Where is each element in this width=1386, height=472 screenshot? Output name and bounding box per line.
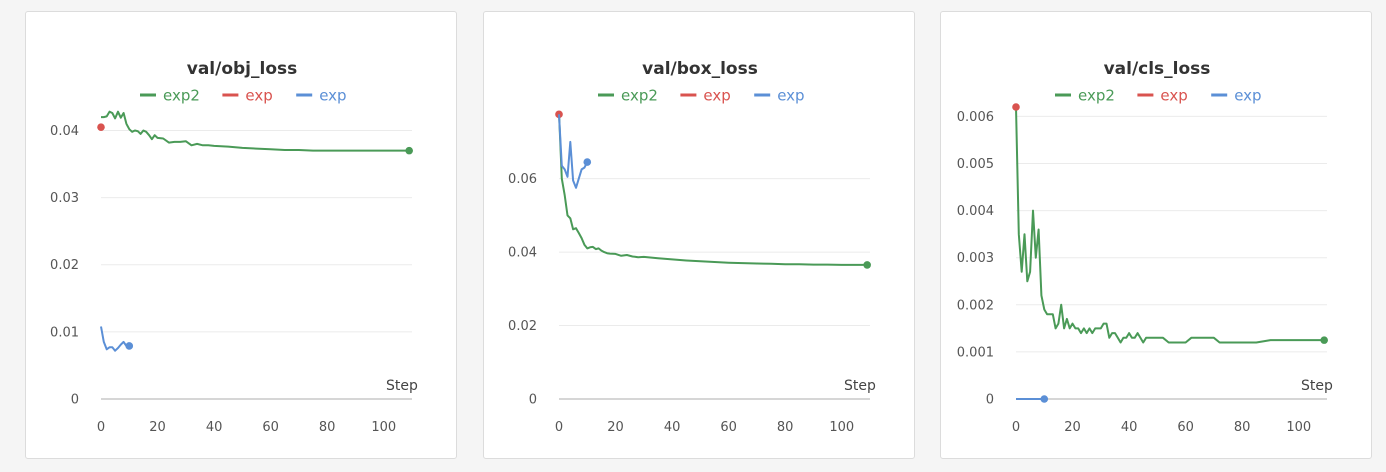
- y-tick-label: 0.04: [508, 246, 537, 261]
- x-tick-label: 60: [720, 420, 737, 435]
- legend-item[interactable]: exp2: [140, 87, 200, 105]
- x-tick-label: 0: [97, 420, 105, 435]
- series-line[interactable]: [1015, 106, 1325, 344]
- legend-label: exp: [703, 87, 730, 105]
- y-tick-label: 0: [71, 393, 79, 408]
- series-line[interactable]: [100, 326, 130, 352]
- chart-panel-box-loss: val/box_loss exp2 exp exp 0 0.02 0.04 0.06 0 20 40…: [483, 11, 915, 459]
- y-tick-label: 0.02: [50, 258, 79, 273]
- series-end-point[interactable]: [863, 261, 871, 269]
- y-tick-label: 0.002: [957, 298, 994, 313]
- chart-title: val/cls_loss: [1104, 59, 1211, 79]
- legend-item[interactable]: exp: [296, 87, 347, 105]
- x-tick-label: 100: [1286, 420, 1311, 435]
- series-end-point[interactable]: [1012, 103, 1020, 111]
- x-tick-label: 60: [262, 420, 279, 435]
- legend-item[interactable]: exp2: [598, 87, 658, 105]
- legend-item[interactable]: exp2: [1055, 87, 1115, 105]
- y-tick-label: 0: [529, 393, 537, 408]
- y-tick-label: 0.06: [508, 172, 537, 187]
- legend-label: exp: [1234, 87, 1261, 105]
- legend-label: exp: [1160, 87, 1187, 105]
- x-axis-label: Step: [844, 378, 876, 394]
- x-tick-label: 40: [664, 420, 681, 435]
- legend-item[interactable]: exp: [1211, 87, 1262, 105]
- legend-item[interactable]: exp: [222, 87, 273, 105]
- x-tick-label: 100: [371, 420, 396, 435]
- x-axis-label: Step: [386, 378, 418, 394]
- series-end-point[interactable]: [405, 146, 413, 155]
- series-end-point[interactable]: [1320, 336, 1328, 344]
- legend-label: exp2: [621, 87, 658, 105]
- y-tick-label: 0.02: [508, 319, 537, 334]
- y-tick-label: 0.004: [957, 204, 994, 219]
- y-tick-label: 0.001: [957, 345, 994, 360]
- legend-label: exp: [777, 87, 804, 105]
- legend-item[interactable]: exp: [754, 87, 805, 105]
- legend-label: exp2: [163, 87, 200, 105]
- chart-title: val/obj_loss: [187, 59, 298, 79]
- legend-label: exp2: [1078, 87, 1115, 105]
- series-line[interactable]: [558, 114, 589, 189]
- chart-title: val/box_loss: [642, 59, 758, 79]
- x-tick-label: 80: [1234, 420, 1251, 435]
- series-line[interactable]: [101, 110, 410, 152]
- y-tick-label: 0.01: [50, 325, 79, 340]
- series-end-point[interactable]: [97, 123, 105, 131]
- series-end-point[interactable]: [125, 342, 134, 350]
- chart-svg: val/cls_loss exp2 exp exp 0 0.001 0.002 0.003 0.…: [957, 59, 1333, 435]
- x-tick-label: 80: [777, 420, 794, 435]
- x-tick-label: 20: [1064, 420, 1081, 435]
- x-tick-label: 80: [319, 420, 336, 435]
- legend-item[interactable]: exp: [1137, 87, 1188, 105]
- x-tick-label: 40: [206, 420, 223, 435]
- chart-svg: val/box_loss exp2 exp exp 0 0.02 0.04 0.06 0 20 40…: [508, 59, 876, 435]
- x-tick-label: 40: [1121, 420, 1138, 435]
- legend-label: exp: [245, 87, 272, 105]
- x-tick-label: 0: [555, 420, 563, 435]
- y-tick-label: 0.04: [50, 124, 79, 139]
- series-line[interactable]: [558, 112, 868, 266]
- x-tick-label: 0: [1012, 420, 1020, 435]
- chart-svg: val/obj_loss exp2 exp exp 0 0.01 0.02 0.03 0.04 0…: [50, 59, 418, 435]
- y-tick-label: 0: [986, 393, 994, 408]
- y-tick-label: 0.003: [957, 251, 994, 266]
- legend-label: exp: [319, 87, 346, 105]
- x-tick-label: 60: [1177, 420, 1194, 435]
- x-tick-label: 20: [149, 420, 166, 435]
- chart-panel-obj-loss: val/obj_loss exp2 exp exp 0 0.01 0.02 0.03 0.04 0…: [25, 11, 457, 459]
- series-end-point[interactable]: [583, 158, 592, 166]
- y-tick-label: 0.006: [957, 110, 994, 125]
- legend-item[interactable]: exp: [680, 87, 731, 105]
- y-tick-label: 0.03: [50, 191, 79, 206]
- series-end-point[interactable]: [1040, 395, 1049, 403]
- x-tick-label: 20: [607, 420, 624, 435]
- x-axis-label: Step: [1301, 378, 1333, 394]
- chart-panel-cls-loss: val/cls_loss exp2 exp exp 0 0.001 0.002 0.003 0.…: [940, 11, 1372, 459]
- y-tick-label: 0.005: [957, 157, 994, 172]
- x-tick-label: 100: [829, 420, 854, 435]
